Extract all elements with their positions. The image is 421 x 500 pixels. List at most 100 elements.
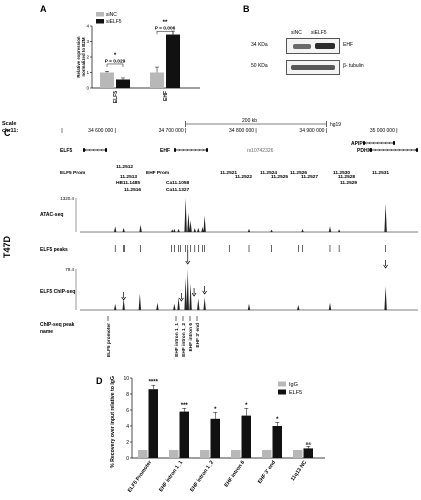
atac-peak	[328, 226, 332, 232]
elf5-peaks-label: ELF5 peaks	[40, 247, 68, 253]
peak-label-row2: 11.2516	[124, 187, 141, 193]
gene-ehf-strand-arrow	[190, 148, 193, 152]
blot-tubulin-membrane	[286, 60, 340, 75]
d-ylabel: % Recovery over input relative to IgG	[110, 376, 116, 468]
peak-name-label: EHF 3' end	[195, 323, 201, 348]
a-bar	[116, 79, 130, 88]
a-legend-label: siNC	[106, 12, 117, 18]
atac-track-label: ATAC-seq	[40, 212, 63, 218]
atac-peak	[171, 229, 174, 232]
a-legend-swatch	[96, 19, 104, 24]
chrom-coord: 35 000 000	[370, 128, 395, 134]
gene-pdhx-strand-arrow	[386, 148, 389, 152]
d-bar	[138, 450, 148, 458]
gene-ehf-strand-arrow	[202, 148, 205, 152]
chip-peak	[114, 303, 117, 310]
peak-label-row1: ELF5 Prom	[60, 170, 85, 176]
chip-peak	[197, 298, 200, 310]
peak-name-label: EHF intron 6	[188, 323, 194, 352]
d-bar	[210, 418, 220, 458]
atac-track-max: 1320.4	[60, 196, 74, 201]
gene-ehf-strand-arrow	[186, 148, 189, 152]
chip-arrow-head	[191, 292, 197, 297]
d-xlabel: EHF intron 6	[224, 460, 247, 489]
a-ytick-label: 0	[86, 86, 89, 91]
gene-pdhx-strand-arrow	[406, 148, 409, 152]
gene-apip-strand-arrow	[372, 141, 375, 145]
atac-peak	[197, 227, 200, 232]
panel-d-bar-chart: 0 2 4 6 8 10 % Recovery over input relative to…	[110, 376, 325, 494]
d-xlabel: 11q13 NC	[290, 460, 308, 483]
peak-name-label: EHF intron 1_2	[181, 323, 187, 357]
d-ytick-label: 6	[126, 408, 129, 414]
peak-name-label: ELF5 promoter	[106, 323, 112, 357]
a-bar	[166, 34, 180, 88]
atac-peak	[384, 203, 387, 232]
gene-elf5-strand-arrow	[100, 148, 103, 152]
atac-peak	[201, 226, 204, 232]
a-ytick-label: 3	[86, 39, 89, 44]
a-legend-label: siELF5	[106, 19, 122, 25]
a-ylabel-line1: Relative expression	[76, 36, 81, 78]
d-xlabel: ELF5 Promoter	[127, 460, 153, 494]
chrom-coord: 34 800 000	[229, 128, 254, 134]
chip-arrow-head	[383, 264, 388, 269]
chip-peak	[173, 303, 176, 310]
d-bar	[272, 426, 282, 458]
blot-mw-34: 34 KDa	[251, 42, 268, 48]
a-bar	[100, 72, 114, 88]
gene-apip-strand-arrow	[376, 141, 379, 145]
atac-peak	[270, 229, 273, 232]
atac-peak	[139, 224, 142, 232]
chip-peak	[122, 298, 125, 310]
cell-line-label: T47D	[2, 235, 12, 258]
atac-peak	[189, 220, 192, 232]
d-xlabel: EHF 3' end	[257, 460, 277, 485]
peak-label-row2: 11.2528	[338, 174, 355, 180]
gene-ehf-strand-arrow	[194, 148, 197, 152]
panel-c-letter: C	[4, 128, 11, 138]
chip-peak	[297, 304, 300, 310]
gene-pdhx-strand-arrow	[374, 148, 377, 152]
atac-peak	[193, 228, 196, 232]
d-ytick-label: 0	[126, 456, 129, 462]
genome-build: hg19	[330, 122, 341, 128]
chip-peak	[186, 269, 189, 310]
blot-col-sinc: siNC	[291, 30, 302, 36]
gene-apip-exon	[393, 141, 395, 145]
gene-ehf-strand-arrow	[182, 148, 185, 152]
peak-label-row2: Ca11.1058	[166, 180, 190, 186]
gene-apip-strand-arrow	[368, 141, 371, 145]
chip-peak-names: ELF5 promoter EHF intron 1_1 EHF intron 1_…	[106, 316, 201, 357]
d-bar	[169, 450, 179, 458]
gene-ehf-exon	[206, 148, 208, 152]
peak-label-row2: 11.2513	[120, 174, 137, 180]
gene-pdhx-strand-arrow	[390, 148, 393, 152]
d-legend-label: ELF5	[289, 390, 302, 396]
panel-b-letter: B	[243, 4, 250, 14]
gene-apip-label: APIP	[351, 141, 363, 147]
blot-col-sielf5: siELF5	[311, 30, 327, 36]
gene-apip-strand-arrow	[380, 141, 383, 145]
a-ylabel-line2: normalized to B2M	[81, 37, 86, 76]
atac-peak	[177, 228, 180, 232]
peak-label-row1: EHF Prom	[146, 170, 169, 176]
peak-label-row1: 11.2530	[333, 170, 350, 176]
d-legend-label: IgG	[289, 382, 298, 388]
peak-name-label: EHF intron 1_1	[174, 323, 180, 357]
atac-peak	[301, 229, 304, 232]
chip-peak	[328, 302, 332, 310]
gene-elf5-exon	[83, 148, 85, 152]
chip-peak	[247, 303, 251, 310]
blot-ehf-membrane	[286, 38, 340, 54]
atac-peak	[247, 228, 251, 232]
western-blot: siNC siELF5 34 KDa 50 KDa EHF β- tubulin	[0, 0, 421, 80]
scale-label: Scale	[2, 121, 16, 127]
d-bar	[231, 450, 241, 458]
d-legend-swatch	[278, 381, 286, 387]
gene-ehf-exon	[174, 148, 176, 152]
a-ytick-label: 1	[86, 70, 89, 75]
d-xlabel: EHF intron 1_2	[189, 460, 215, 494]
atac-peak	[337, 229, 341, 232]
blot-mw-50: 50 KDa	[251, 63, 268, 69]
